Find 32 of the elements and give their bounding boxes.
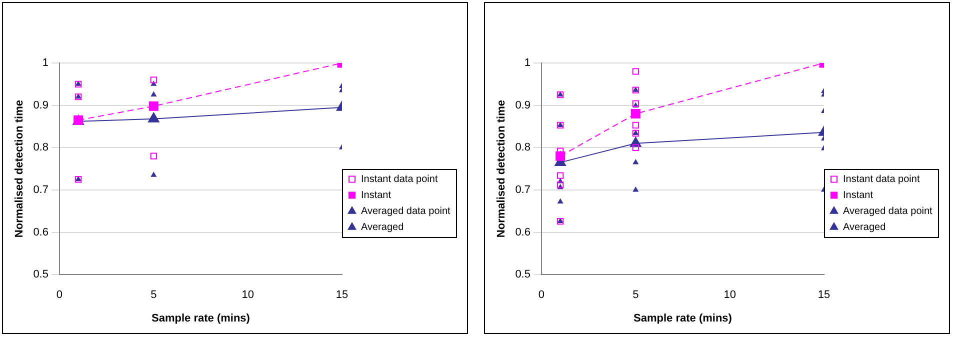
y-tick-label: 0.9	[33, 99, 48, 112]
legend-label: Averaged data point	[361, 206, 451, 217]
x-tick-label: 5	[150, 289, 157, 302]
legend-label: Averaged data point	[843, 206, 933, 217]
x-tick-label: 10	[724, 289, 736, 302]
legend-label: Instant data point	[361, 174, 438, 185]
x-tick-label: 0	[56, 289, 63, 302]
x-tick-label: 15	[818, 289, 830, 302]
legend-label: Instant	[361, 190, 392, 201]
y-tick-label: 0.6	[33, 226, 48, 238]
y-tick-label: 0.7	[515, 184, 530, 196]
x-tick-label: 0	[538, 289, 545, 302]
y-tick-label: 1	[524, 57, 530, 70]
legend-label: Instant	[843, 190, 874, 201]
y-tick-label: 0.5	[515, 268, 530, 281]
x-axis-title: Sample rate (mins)	[152, 312, 250, 324]
legend-label: Averaged	[361, 222, 404, 233]
y-tick-label: 0.7	[33, 184, 48, 196]
y-tick-label: 0.6	[515, 226, 530, 238]
y-tick-label: 0.8	[515, 142, 530, 154]
y-tick-label: 1	[42, 57, 48, 70]
y-tick-label: 0.9	[515, 99, 530, 112]
legend-label: Averaged	[843, 222, 886, 233]
x-axis-title: Sample rate (mins)	[634, 312, 732, 324]
y-tick-label: 0.5	[33, 268, 48, 281]
y-tick-label: 0.8	[33, 142, 48, 154]
x-tick-label: 5	[632, 289, 639, 302]
y-axis-title: Normalised detection time	[496, 100, 508, 238]
x-tick-label: 10	[242, 289, 254, 302]
legend-label: Instant data point	[843, 174, 920, 185]
y-axis-title: Normalised detection time	[14, 100, 26, 238]
x-tick-label: 15	[336, 289, 348, 302]
